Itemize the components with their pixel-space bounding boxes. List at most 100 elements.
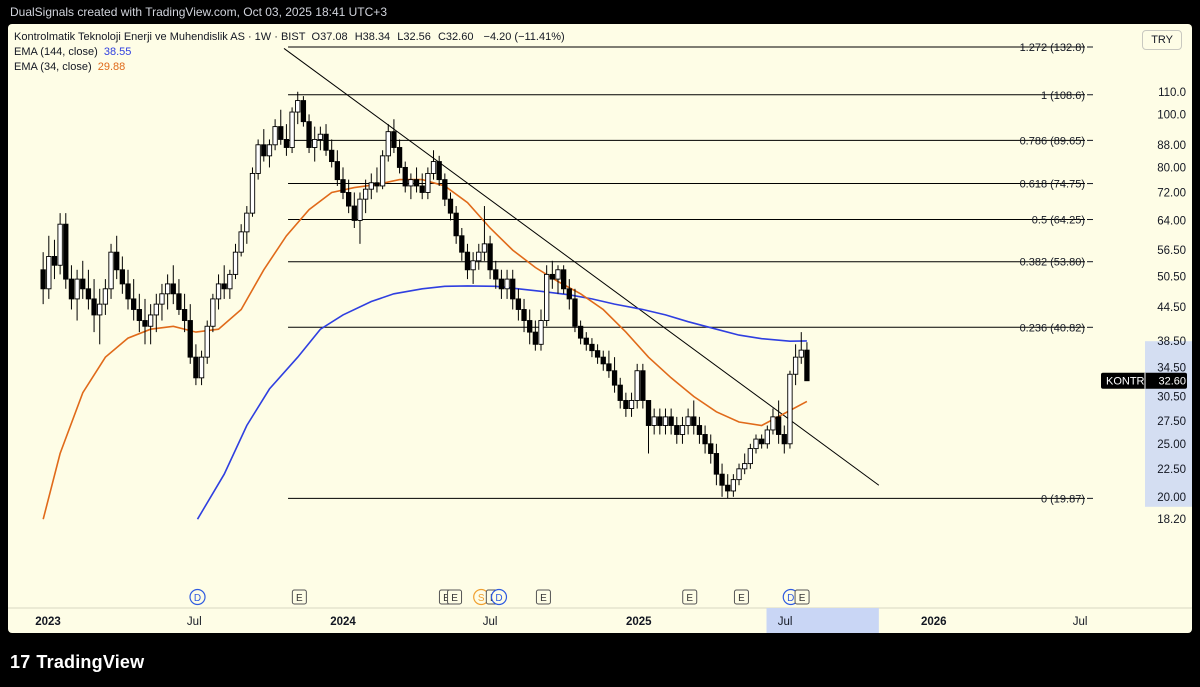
candle-body bbox=[368, 182, 374, 190]
price-tick-label: 18.20 bbox=[1157, 514, 1186, 526]
candle-body bbox=[685, 416, 691, 426]
candlestick bbox=[255, 139, 261, 180]
candlestick bbox=[617, 377, 623, 409]
candle-body bbox=[753, 438, 759, 450]
candle-body bbox=[261, 144, 267, 157]
event-marker-E[interactable]: E bbox=[447, 589, 463, 605]
event-marker-D[interactable]: D bbox=[189, 588, 206, 606]
fib-level-label: 1.272 (132.8) bbox=[1020, 42, 1085, 54]
candle-body bbox=[713, 453, 720, 475]
candlestick bbox=[566, 279, 572, 310]
candlestick bbox=[781, 425, 787, 454]
time-tick-label: 2026 bbox=[921, 616, 947, 628]
candlestick bbox=[628, 392, 635, 417]
price-tick-label: 25.00 bbox=[1157, 439, 1186, 451]
ema144-legend-row[interactable]: EMA (144, close) 38.55 bbox=[14, 45, 565, 60]
event-marker-E[interactable]: E bbox=[682, 589, 698, 605]
candlestick bbox=[238, 224, 244, 257]
candle-body bbox=[68, 278, 75, 300]
candle-body bbox=[759, 438, 765, 445]
symbol-legend-row[interactable]: Kontrolmatik Teknoloji Enerji ve Muhendi… bbox=[14, 30, 565, 45]
candle-body bbox=[385, 131, 391, 157]
ema34-legend-row[interactable]: EMA (34, close) 29.88 bbox=[14, 60, 565, 75]
candle-body bbox=[668, 416, 674, 426]
candlestick bbox=[68, 265, 75, 310]
candle-body bbox=[628, 400, 635, 409]
candlestick bbox=[623, 392, 629, 417]
candle-body bbox=[775, 416, 782, 435]
candlestick bbox=[747, 443, 753, 469]
candle-body bbox=[436, 161, 442, 181]
candlestick bbox=[193, 344, 199, 386]
candle-body bbox=[125, 283, 131, 300]
dividend-marker-label: D bbox=[194, 593, 201, 604]
dividend-marker-circle bbox=[490, 588, 508, 606]
brand-name: TradingView bbox=[36, 652, 145, 672]
candle-body bbox=[651, 416, 657, 426]
candle-body bbox=[340, 179, 346, 193]
candle-body bbox=[804, 349, 810, 382]
candlestick bbox=[442, 173, 448, 207]
candle-body bbox=[351, 205, 357, 221]
candle-body bbox=[176, 293, 182, 310]
chart-frame[interactable]: 1.272 (132.8) 1 (108.6) 0.786 (89.65) 0.618… bbox=[8, 24, 1192, 633]
split-marker-label: S bbox=[478, 593, 485, 604]
earnings-marker-box bbox=[291, 589, 307, 605]
candle-body bbox=[515, 298, 522, 310]
candle-body bbox=[85, 288, 92, 300]
candle-body bbox=[283, 138, 290, 148]
candle-body bbox=[164, 283, 171, 295]
price-chart[interactable]: 1.272 (132.8) 1 (108.6) 0.786 (89.65) 0.618… bbox=[8, 24, 1192, 633]
candle-body bbox=[170, 283, 176, 295]
event-marker-E[interactable]: E bbox=[291, 589, 307, 605]
candlestick bbox=[753, 434, 759, 454]
candlestick bbox=[736, 463, 742, 486]
candlestick bbox=[329, 139, 335, 168]
time-tick-label: Jul bbox=[1073, 616, 1088, 628]
candlestick bbox=[80, 260, 86, 299]
chart-credit: DualSignals created with TradingView.com… bbox=[10, 5, 387, 19]
fib-level-label: 0.5 (64.25) bbox=[1032, 215, 1085, 227]
candle-body bbox=[80, 278, 86, 290]
event-marker-E[interactable]: E bbox=[733, 589, 749, 605]
candle-body bbox=[527, 320, 533, 333]
candlestick bbox=[419, 173, 425, 200]
candle-body bbox=[346, 192, 352, 207]
candlestick bbox=[312, 126, 318, 162]
candle-body bbox=[425, 172, 431, 193]
candle-body bbox=[74, 278, 80, 300]
candlestick bbox=[577, 320, 584, 345]
candle-body bbox=[792, 356, 799, 375]
candle-body bbox=[238, 231, 244, 253]
candle-body bbox=[374, 182, 380, 187]
candlestick bbox=[198, 350, 205, 386]
candlestick bbox=[730, 474, 737, 497]
candlestick bbox=[114, 235, 120, 280]
price-axis-highlight bbox=[1145, 341, 1192, 507]
candlestick bbox=[170, 265, 176, 305]
candlestick bbox=[300, 96, 307, 127]
candlestick bbox=[708, 434, 714, 464]
legend-open: O37.08 bbox=[311, 31, 348, 43]
candle-body bbox=[119, 269, 126, 285]
candlestick bbox=[283, 124, 290, 156]
candle-body bbox=[493, 269, 499, 280]
candle-body bbox=[334, 161, 340, 181]
earnings-marker-box bbox=[733, 589, 749, 605]
candlestick bbox=[147, 304, 154, 345]
candle-body bbox=[187, 320, 193, 358]
event-marker-E[interactable]: E bbox=[535, 589, 551, 605]
candle-body bbox=[159, 293, 165, 305]
candle-body bbox=[662, 416, 669, 426]
event-marker-E[interactable]: E bbox=[794, 589, 810, 605]
candlestick bbox=[295, 91, 301, 125]
candlestick bbox=[187, 304, 193, 364]
candlestick bbox=[379, 150, 386, 190]
candle-body bbox=[391, 131, 397, 148]
price-tick-label: 100.0 bbox=[1157, 109, 1186, 121]
event-marker-D[interactable]: D bbox=[490, 588, 508, 606]
tradingview-logo[interactable]: 17 TradingView bbox=[10, 652, 144, 673]
candle-body bbox=[555, 269, 561, 280]
currency-badge[interactable]: TRY bbox=[1142, 30, 1182, 50]
candle-body bbox=[691, 416, 697, 426]
